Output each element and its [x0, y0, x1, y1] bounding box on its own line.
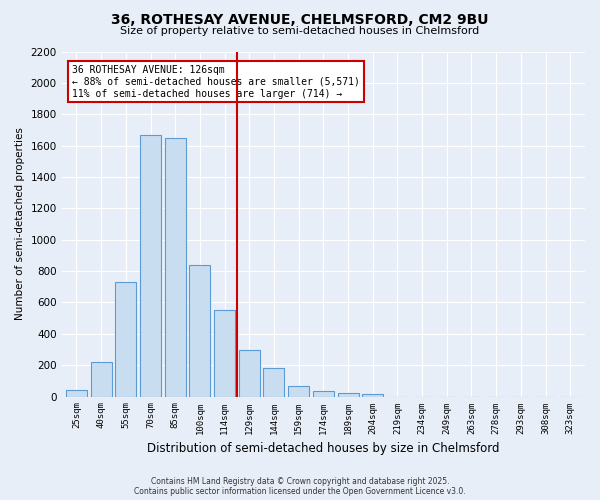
Bar: [91, 362, 112, 396]
Text: Size of property relative to semi-detached houses in Chelmsford: Size of property relative to semi-detach…: [121, 26, 479, 36]
Bar: [190, 265, 211, 396]
Bar: [214, 310, 235, 396]
Bar: [140, 134, 161, 396]
Text: 36 ROTHESAY AVENUE: 126sqm
← 88% of semi-detached houses are smaller (5,571)
11%: 36 ROTHESAY AVENUE: 126sqm ← 88% of semi…: [72, 66, 360, 98]
Bar: [338, 392, 359, 396]
Text: Contains HM Land Registry data © Crown copyright and database right 2025.
Contai: Contains HM Land Registry data © Crown c…: [134, 476, 466, 496]
X-axis label: Distribution of semi-detached houses by size in Chelmsford: Distribution of semi-detached houses by …: [147, 442, 500, 455]
Bar: [165, 138, 186, 396]
Bar: [362, 394, 383, 396]
Bar: [288, 386, 309, 396]
Bar: [313, 391, 334, 396]
Bar: [263, 368, 284, 396]
Y-axis label: Number of semi-detached properties: Number of semi-detached properties: [15, 128, 25, 320]
Text: 36, ROTHESAY AVENUE, CHELMSFORD, CM2 9BU: 36, ROTHESAY AVENUE, CHELMSFORD, CM2 9BU: [111, 12, 489, 26]
Bar: [66, 390, 87, 396]
Bar: [115, 282, 136, 397]
Bar: [239, 350, 260, 397]
